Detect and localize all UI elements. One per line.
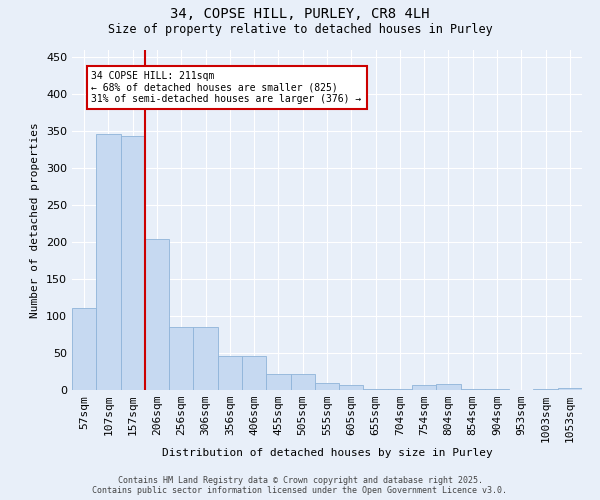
Bar — [218, 356, 242, 390]
Text: 34, COPSE HILL, PURLEY, CR8 4LH: 34, COPSE HILL, PURLEY, CR8 4LH — [170, 8, 430, 22]
Bar — [436, 384, 461, 390]
Bar — [461, 388, 485, 390]
Bar — [72, 308, 96, 390]
Text: 34 COPSE HILL: 211sqm
← 68% of detached houses are smaller (825)
31% of semi-det: 34 COPSE HILL: 211sqm ← 68% of detached … — [91, 70, 362, 104]
X-axis label: Distribution of detached houses by size in Purley: Distribution of detached houses by size … — [161, 448, 493, 458]
Text: Contains HM Land Registry data © Crown copyright and database right 2025.
Contai: Contains HM Land Registry data © Crown c… — [92, 476, 508, 495]
Bar — [121, 136, 145, 390]
Bar — [266, 374, 290, 390]
Bar — [169, 327, 193, 390]
Bar — [339, 385, 364, 390]
Y-axis label: Number of detached properties: Number of detached properties — [31, 122, 40, 318]
Text: Size of property relative to detached houses in Purley: Size of property relative to detached ho… — [107, 22, 493, 36]
Bar — [96, 134, 121, 390]
Bar — [145, 239, 169, 390]
Bar — [242, 356, 266, 390]
Bar — [290, 374, 315, 390]
Bar — [412, 385, 436, 390]
Bar — [558, 388, 582, 390]
Bar — [315, 384, 339, 390]
Bar — [193, 327, 218, 390]
